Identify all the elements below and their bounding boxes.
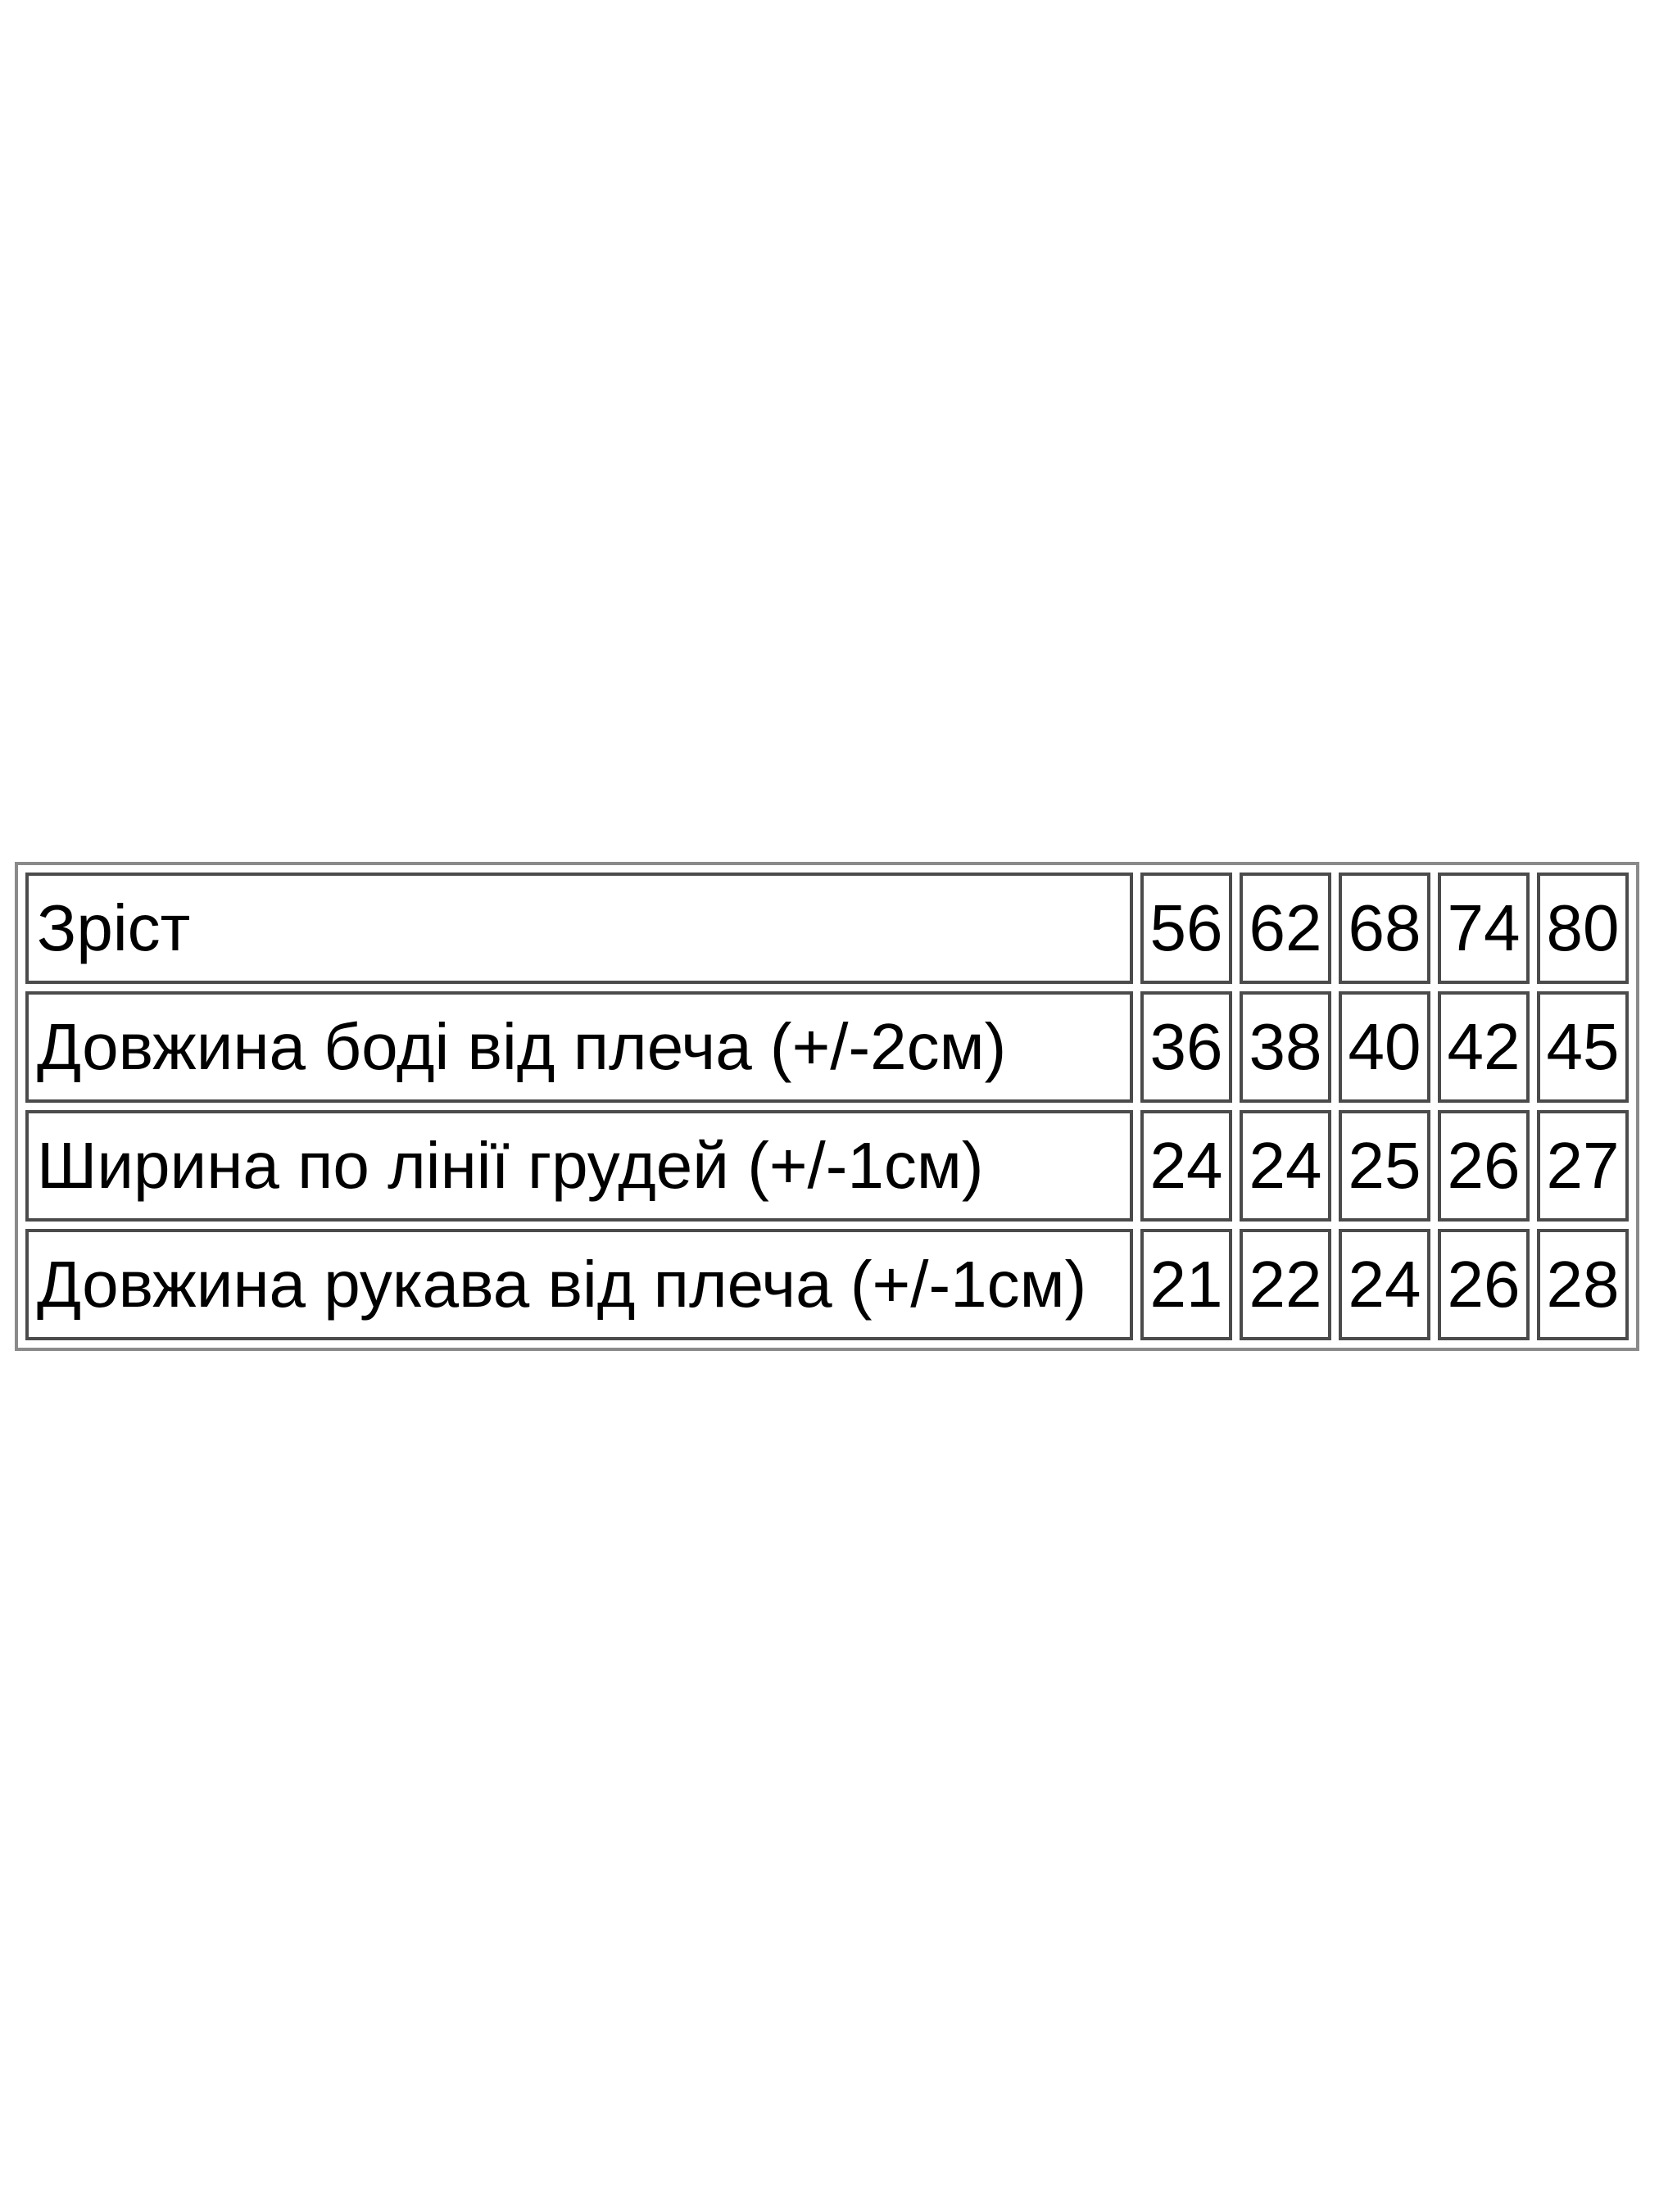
value-cell: 27 (1537, 1110, 1629, 1222)
value-cell: 68 (1339, 873, 1430, 984)
size-chart-table: Зріст 56 62 68 74 80 Довжина боді від пл… (15, 862, 1639, 1351)
value-cell: 38 (1240, 991, 1331, 1103)
value-cell: 62 (1240, 873, 1331, 984)
size-chart: Зріст 56 62 68 74 80 Довжина боді від пл… (15, 862, 1639, 1351)
value-cell: 22 (1240, 1229, 1331, 1340)
value-cell: 56 (1140, 873, 1232, 984)
value-cell: 26 (1438, 1110, 1530, 1222)
table-row: Зріст 56 62 68 74 80 (25, 873, 1629, 984)
value-cell: 25 (1339, 1110, 1430, 1222)
value-cell: 26 (1438, 1229, 1530, 1340)
row-label-cell: Довжина боді від плеча (+/-2см) (25, 991, 1133, 1103)
value-cell: 80 (1537, 873, 1629, 984)
value-cell: 24 (1339, 1229, 1430, 1340)
table-row: Ширина по лінії грудей (+/-1см) 24 24 25… (25, 1110, 1629, 1222)
row-label-cell: Довжина рукава від плеча (+/-1см) (25, 1229, 1133, 1340)
value-cell: 28 (1537, 1229, 1629, 1340)
value-cell: 40 (1339, 991, 1430, 1103)
value-cell: 74 (1438, 873, 1530, 984)
size-chart-body: Зріст 56 62 68 74 80 Довжина боді від пл… (25, 873, 1629, 1340)
value-cell: 24 (1140, 1110, 1232, 1222)
row-label-cell: Зріст (25, 873, 1133, 984)
value-cell: 24 (1240, 1110, 1331, 1222)
value-cell: 36 (1140, 991, 1232, 1103)
value-cell: 42 (1438, 991, 1530, 1103)
value-cell: 21 (1140, 1229, 1232, 1340)
table-row: Довжина рукава від плеча (+/-1см) 21 22 … (25, 1229, 1629, 1340)
table-row: Довжина боді від плеча (+/-2см) 36 38 40… (25, 991, 1629, 1103)
value-cell: 45 (1537, 991, 1629, 1103)
row-label-cell: Ширина по лінії грудей (+/-1см) (25, 1110, 1133, 1222)
